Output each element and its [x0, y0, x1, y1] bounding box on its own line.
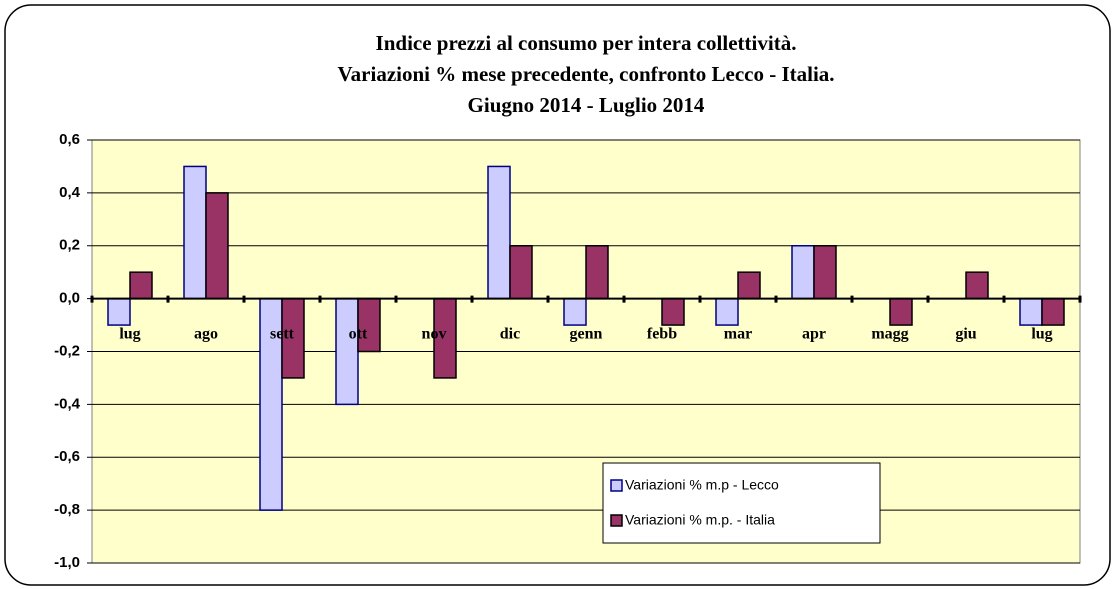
bar — [487, 165, 511, 300]
bar — [585, 245, 609, 300]
x-tick-label: nov — [422, 325, 447, 342]
y-tick-label: -0,2 — [54, 342, 80, 359]
x-tick-label: febb — [647, 325, 677, 342]
bar — [129, 271, 153, 300]
bar — [107, 297, 131, 326]
x-tick-label: lug — [119, 325, 140, 342]
y-tick-label: -0,6 — [54, 448, 80, 465]
bar — [509, 245, 533, 300]
bar — [889, 297, 913, 326]
y-tick-label: -1,0 — [54, 554, 80, 571]
y-tick-label: -0,4 — [54, 395, 81, 412]
x-tick-label: ago — [194, 325, 218, 342]
bar — [965, 271, 989, 300]
chart-title: Giugno 2014 - Luglio 2014 — [468, 93, 705, 117]
legend-swatch — [610, 514, 623, 527]
bar — [335, 297, 359, 406]
x-tick-label: lug — [1031, 325, 1052, 342]
bar — [563, 297, 587, 326]
y-tick-label: 0,2 — [59, 237, 80, 254]
x-tick-label: sett — [270, 325, 295, 342]
y-tick-label: 0,0 — [59, 290, 80, 307]
x-tick-label: giu — [955, 325, 976, 342]
bar — [813, 245, 837, 300]
x-tick-label: ott — [349, 325, 368, 342]
bar — [1019, 297, 1043, 326]
legend-label: Variazioni % m.p - Lecco — [625, 477, 779, 493]
x-tick-label: dic — [500, 325, 520, 342]
legend-swatch — [610, 479, 623, 492]
bar — [791, 245, 815, 300]
bar — [661, 297, 685, 326]
x-tick-label: genn — [570, 325, 603, 342]
bar — [715, 297, 739, 326]
bar — [737, 271, 761, 300]
legend-box — [602, 462, 881, 544]
legend-label: Variazioni % m.p. - Italia — [625, 512, 775, 528]
y-tick-label: -0,8 — [54, 501, 80, 518]
bar — [1041, 297, 1065, 326]
x-tick-label: apr — [802, 325, 826, 342]
y-tick-label: 0,6 — [59, 131, 80, 148]
bar — [205, 192, 229, 300]
bar — [183, 165, 207, 300]
x-tick-label: magg — [871, 325, 908, 342]
y-tick-label: 0,4 — [59, 184, 81, 201]
chart-title: Indice prezzi al consumo per intera coll… — [376, 31, 797, 55]
chart-title: Variazioni % mese precedente, confronto … — [337, 62, 834, 86]
x-tick-label: mar — [724, 325, 752, 342]
